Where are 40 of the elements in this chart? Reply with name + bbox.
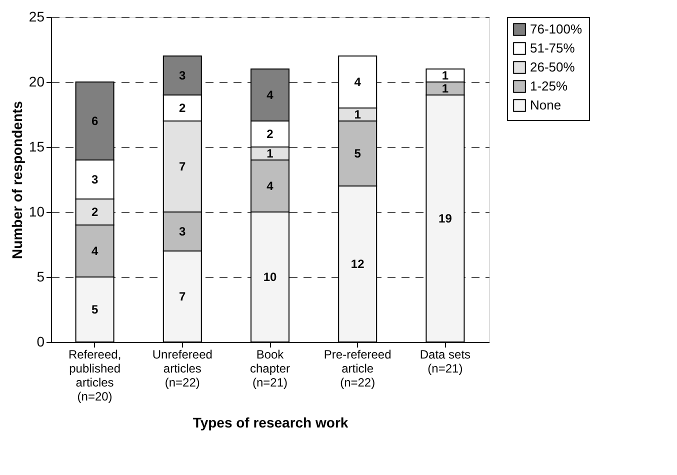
data-label: 2 (179, 101, 186, 115)
data-label: 1 (266, 146, 274, 160)
legend-label: 1-25% (530, 78, 568, 94)
data-label: 3 (179, 68, 186, 82)
data-label: 4 (354, 75, 362, 89)
data-label: 1 (442, 82, 449, 96)
x-tick-label: Refereed, published articles (n=20) (68, 348, 122, 404)
data-label: 4 (91, 244, 98, 258)
data-label: 10 (263, 270, 277, 284)
y-axis-title: Number of respondents (8, 100, 25, 259)
data-label: 3 (91, 172, 98, 186)
data-label: 19 (438, 212, 452, 226)
x-tick-label: Pre-refereed article (n=22) (324, 348, 392, 390)
data-label: 1 (442, 68, 449, 82)
legend-label: None (530, 98, 562, 112)
x-tick-label: Unrefereed articles (n=22) (152, 348, 212, 390)
y-tick-label: 10 (28, 204, 45, 220)
legend-label: 76-100% (530, 22, 582, 36)
data-label: 2 (91, 205, 98, 219)
data-label: 12 (350, 257, 365, 271)
y-tick-label: 20 (28, 74, 45, 90)
data-label: 3 (179, 224, 186, 238)
y-tick-label: 5 (36, 268, 45, 284)
data-label: 2 (266, 127, 274, 141)
y-tick-label: 15 (28, 138, 45, 154)
y-tick-label: 25 (28, 8, 45, 24)
data-label: 5 (354, 146, 362, 160)
data-label: 4 (266, 179, 274, 193)
data-label: 4 (266, 88, 274, 102)
x-tick-label: Data sets (n=21) (420, 348, 471, 376)
data-label: 1 (354, 108, 362, 122)
data-label: 7 (179, 160, 186, 174)
data-label: 7 (179, 290, 186, 304)
x-tick-label: Book chapter (n=21) (250, 348, 290, 390)
data-label: 5 (91, 302, 98, 316)
legend-label: 26-50% (530, 60, 576, 74)
x-axis-title: Types of research work (192, 414, 348, 430)
legend-label: 51-75% (530, 40, 576, 56)
data-label: 6 (91, 114, 98, 128)
y-tick-label: 0 (36, 334, 45, 350)
